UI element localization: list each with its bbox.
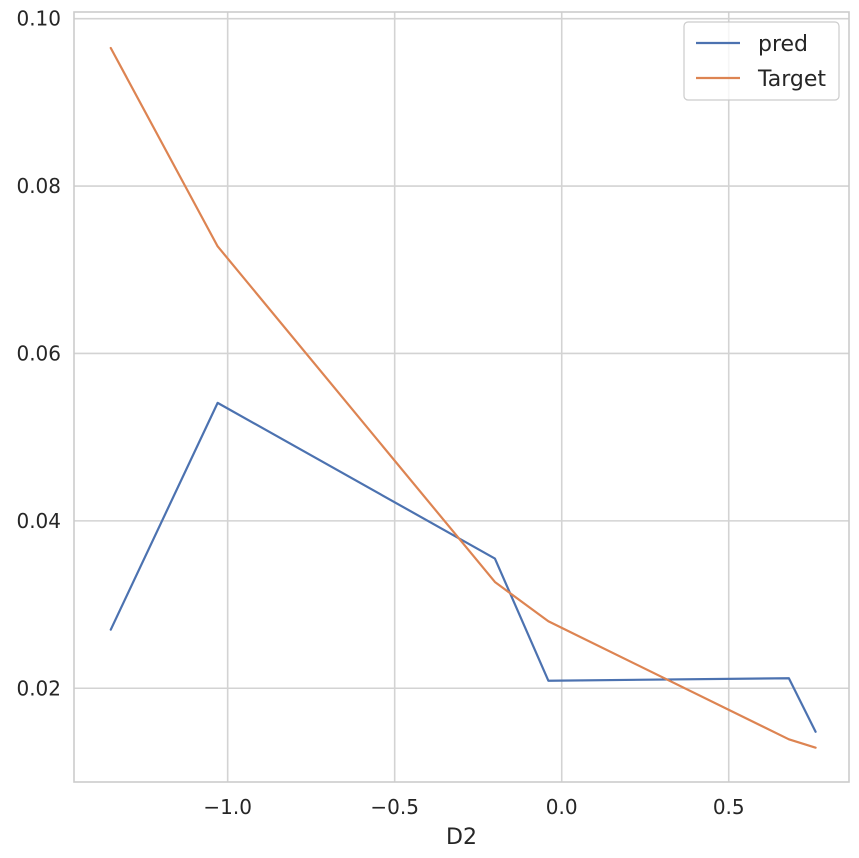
x-tick-label: 0.5 [713, 795, 745, 819]
series-line-pred [109, 401, 817, 733]
legend-label: pred [758, 32, 808, 57]
y-tick-label: 0.08 [16, 174, 61, 198]
x-tick-label: −1.0 [203, 795, 252, 819]
legend-box [683, 21, 840, 101]
x-tick-labels: −1.0 −0.5 0.0 0.5 [203, 795, 744, 819]
y-tick-labels: 0.02 0.04 0.06 0.08 0.10 [16, 7, 61, 701]
legend: pred Target [683, 21, 840, 101]
y-tick-label: 0.02 [16, 676, 61, 700]
series-line-target [109, 46, 817, 749]
series-layer [109, 46, 817, 749]
x-tick-label: 0.0 [546, 795, 578, 819]
legend-label: Target [757, 67, 826, 92]
x-tick-label: −0.5 [370, 795, 419, 819]
grid-layer [74, 12, 849, 782]
y-tick-label: 0.04 [16, 509, 61, 533]
y-tick-label: 0.06 [16, 341, 61, 365]
x-axis-title: D2 [446, 825, 477, 850]
y-tick-label: 0.10 [16, 7, 61, 31]
plot-frame [73, 11, 850, 783]
